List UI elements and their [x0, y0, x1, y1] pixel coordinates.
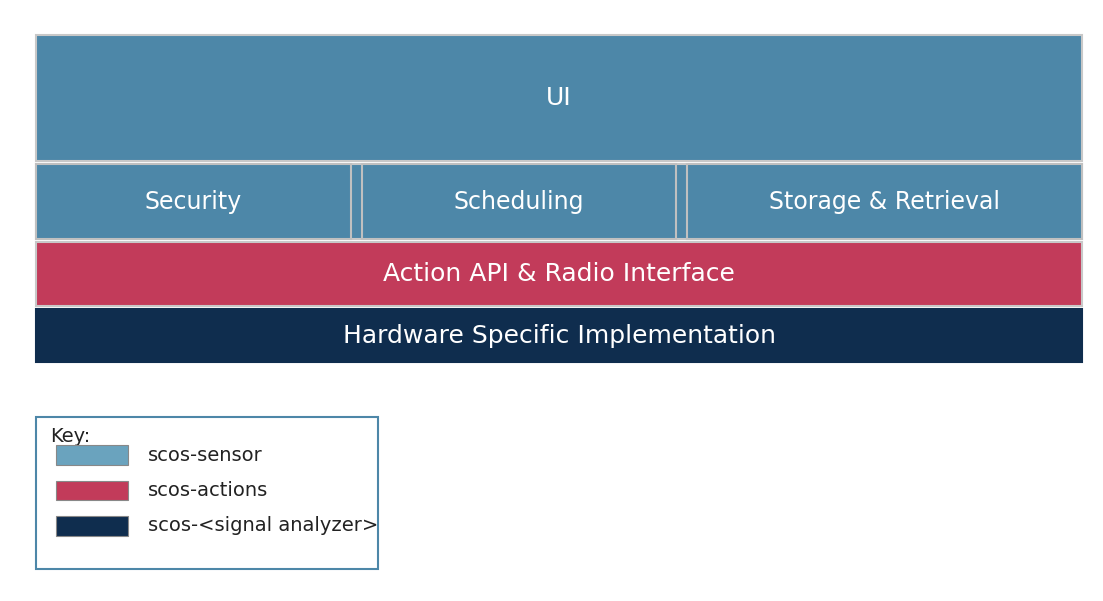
- Bar: [56, 481, 128, 500]
- Bar: [687, 165, 1082, 239]
- Bar: [36, 165, 351, 239]
- Text: scos-<signal analyzer>: scos-<signal analyzer>: [148, 516, 378, 535]
- Text: UI: UI: [546, 86, 572, 110]
- Bar: [36, 310, 1082, 362]
- Bar: [36, 417, 378, 569]
- Bar: [56, 516, 128, 535]
- Text: Key:: Key:: [50, 427, 89, 446]
- Text: scos-actions: scos-actions: [148, 481, 268, 500]
- Text: Action API & Radio Interface: Action API & Radio Interface: [383, 262, 736, 286]
- Bar: [56, 445, 128, 465]
- Bar: [362, 165, 676, 239]
- Bar: [36, 242, 1082, 306]
- Bar: [36, 165, 1082, 239]
- Bar: [36, 35, 1082, 161]
- Text: Hardware Specific Implementation: Hardware Specific Implementation: [343, 324, 775, 348]
- Text: Scheduling: Scheduling: [453, 189, 585, 213]
- Text: Security: Security: [144, 189, 243, 213]
- Text: Storage & Retrieval: Storage & Retrieval: [769, 189, 1000, 213]
- Text: scos-sensor: scos-sensor: [148, 446, 263, 465]
